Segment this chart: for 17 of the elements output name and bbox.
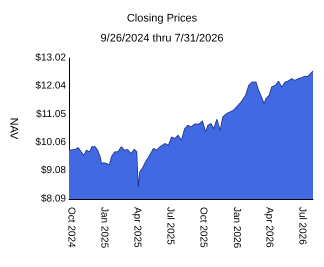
x-tick-label: Apr 2025: [131, 207, 142, 248]
x-tick-label: Jan 2025: [98, 207, 110, 249]
x-tick-label: Apr 2026: [264, 207, 275, 248]
y-tick-label: $9.08: [40, 165, 66, 176]
x-tick-label: Oct 2025: [198, 207, 209, 248]
y-tick-label: $10.06: [35, 137, 66, 148]
x-tick-label: Jan 2026: [231, 207, 242, 249]
x-tick-label: Jul 2025: [164, 207, 176, 246]
y-axis-title: NAV: [8, 118, 20, 140]
y-tick-label: $12.04: [35, 80, 66, 92]
chart-title: Closing Prices: [126, 12, 198, 24]
y-tick-label: $11.05: [36, 108, 66, 120]
chart-subtitle: 9/26/2024 thru 7/31/2026: [100, 32, 224, 44]
x-tick-label: Jul 2026: [296, 207, 308, 246]
x-tick-label: Oct 2024: [65, 207, 76, 248]
y-tick-label: $8.09: [40, 194, 66, 204]
y-tick-label: $13.02: [35, 52, 66, 64]
